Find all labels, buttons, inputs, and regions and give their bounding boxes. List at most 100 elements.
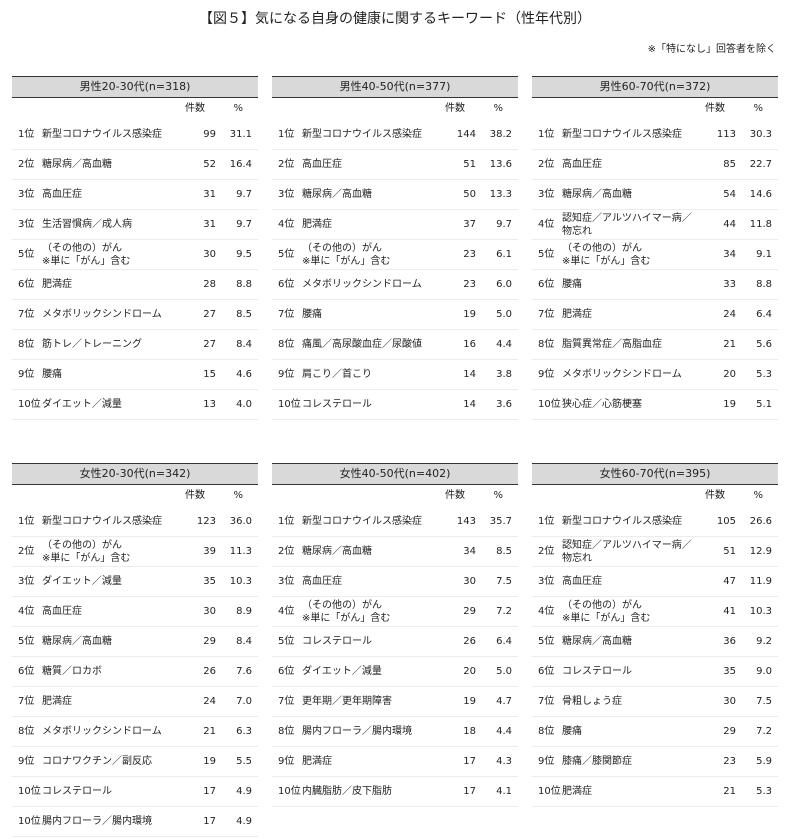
count-cell: 29 bbox=[723, 717, 736, 746]
pct-cell: 9.0 bbox=[756, 657, 772, 686]
table-row: 9位 メタボリックシンドローム 20 5.3 bbox=[532, 360, 778, 390]
table-row: 10位 肥満症 21 5.3 bbox=[532, 777, 778, 807]
name-cell: 糖尿病／高血糖 bbox=[302, 180, 372, 209]
table-row: 1位 新型コロナウイルス感染症 143 35.7 bbox=[272, 507, 518, 537]
keyword: ※単に「がん」含む bbox=[42, 552, 131, 564]
count: 47 bbox=[723, 576, 736, 587]
count: 17 bbox=[203, 786, 216, 797]
keyword: 新型コロナウイルス感染症 bbox=[302, 129, 422, 140]
percent: 8.4 bbox=[236, 636, 252, 647]
pct-cell: 6.3 bbox=[236, 717, 252, 746]
name-cell: 認知症／アルツハイマー病／ 物忘れ bbox=[562, 210, 692, 239]
count-cell: 29 bbox=[203, 627, 216, 656]
keyword: 新型コロナウイルス感染症 bbox=[42, 129, 162, 140]
rank-cell: 5位 bbox=[18, 627, 34, 656]
rank-cell: 7位 bbox=[18, 300, 34, 329]
keyword: （その他の）がん bbox=[562, 242, 642, 254]
percent: 11.9 bbox=[749, 576, 772, 587]
count-cell: 19 bbox=[463, 300, 476, 329]
name-cell: 新型コロナウイルス感染症 bbox=[302, 507, 422, 536]
name-cell: メタボリックシンドローム bbox=[42, 300, 162, 329]
rank-cell: 1位 bbox=[278, 120, 294, 149]
table-row: 2位 高血圧症 85 22.7 bbox=[532, 150, 778, 180]
table-row: 1位 新型コロナウイルス感染症 105 26.6 bbox=[532, 507, 778, 537]
table-header: 女性40-50代(n=402) bbox=[272, 463, 518, 485]
count-cell: 34 bbox=[463, 537, 476, 566]
column-header-row: 件数% bbox=[532, 98, 778, 120]
rank-cell: 5位 bbox=[278, 240, 294, 269]
table-row: 2位 糖尿病／高血糖 34 8.5 bbox=[272, 537, 518, 567]
rank: 2位 bbox=[18, 159, 35, 170]
table-row: 6位 腰痛 33 8.8 bbox=[532, 270, 778, 300]
name-cell: 脂質異常症／高脂血症 bbox=[562, 330, 662, 359]
rank: 5位 bbox=[538, 636, 555, 647]
pct-cell: 4.0 bbox=[236, 390, 252, 419]
rank-cell: 6位 bbox=[278, 270, 294, 299]
rank: 6位 bbox=[18, 279, 35, 290]
count: 26 bbox=[203, 666, 216, 677]
rank-cell: 2位 bbox=[18, 150, 34, 179]
table-row: 8位 腰痛 29 7.2 bbox=[532, 717, 778, 747]
count: 20 bbox=[723, 369, 736, 380]
table-row: 5位 （その他の）がん ※単に「がん」含む 34 9.1 bbox=[532, 240, 778, 270]
rank: 5位 bbox=[18, 249, 35, 260]
table-row: 7位 更年期／更年期障害 19 4.7 bbox=[272, 687, 518, 717]
count-cell: 123 bbox=[197, 507, 216, 536]
count-cell: 143 bbox=[457, 507, 476, 536]
table-row: 4位 （その他の）がん ※単に「がん」含む 41 10.3 bbox=[532, 597, 778, 627]
keyword: ダイエット／減量 bbox=[42, 399, 122, 410]
name-cell: （その他の）がん ※単に「がん」含む bbox=[302, 597, 390, 626]
percent: 4.9 bbox=[236, 816, 252, 827]
table-row: 1位 新型コロナウイルス感染症 113 30.3 bbox=[532, 120, 778, 150]
name-cell: （その他の）がん ※単に「がん」含む bbox=[302, 240, 390, 269]
name-cell: 更年期／更年期障害 bbox=[302, 687, 392, 716]
keyword: 認知症／アルツハイマー病／ bbox=[562, 212, 692, 224]
keyword: 新型コロナウイルス感染症 bbox=[42, 516, 162, 527]
count: 51 bbox=[723, 546, 736, 557]
table-row: 3位 高血圧症 30 7.5 bbox=[272, 567, 518, 597]
keyword: コレステロール bbox=[302, 399, 372, 410]
table-row: 6位 糖質／ロカボ 26 7.6 bbox=[12, 657, 258, 687]
pct-cell: 9.1 bbox=[756, 240, 772, 269]
table-header: 女性60-70代(n=395) bbox=[532, 463, 778, 485]
rank: 7位 bbox=[18, 696, 35, 707]
rank-cell: 1位 bbox=[18, 507, 34, 536]
keyword: 肥満症 bbox=[562, 786, 592, 797]
count: 21 bbox=[723, 786, 736, 797]
percent: 35.7 bbox=[489, 516, 512, 527]
percent: 8.5 bbox=[236, 309, 252, 320]
table: 女性60-70代(n=395) 件数% 1位 新型コロナウイルス感染症 105 26.6 2… bbox=[532, 463, 778, 807]
rank-cell: 8位 bbox=[278, 330, 294, 359]
keyword: 腰痛 bbox=[42, 369, 62, 380]
percent: 3.6 bbox=[496, 399, 512, 410]
rank: 1位 bbox=[538, 129, 555, 140]
pct-cell: 8.8 bbox=[756, 270, 772, 299]
name-cell: 高血圧症 bbox=[42, 597, 82, 626]
name-cell: 新型コロナウイルス感染症 bbox=[42, 507, 162, 536]
count: 113 bbox=[716, 129, 736, 140]
rank: 5位 bbox=[18, 636, 35, 647]
name-cell: 新型コロナウイルス感染症 bbox=[42, 120, 162, 149]
pct-cell: 13.6 bbox=[490, 150, 512, 179]
pct-cell: 5.6 bbox=[756, 330, 772, 359]
percent: 8.8 bbox=[756, 279, 772, 290]
rank-cell: 2位 bbox=[538, 537, 554, 566]
name-cell: 肥満症 bbox=[562, 300, 592, 329]
count: 29 bbox=[463, 606, 476, 617]
keyword: 膝痛／膝関節症 bbox=[562, 756, 632, 767]
rank: 3位 bbox=[18, 219, 35, 230]
keyword: 糖尿病／高血糖 bbox=[302, 546, 372, 557]
keyword: メタボリックシンドローム bbox=[562, 369, 682, 380]
pct-cell: 16.4 bbox=[230, 150, 252, 179]
rank: 8位 bbox=[278, 726, 295, 737]
keyword: 肥満症 bbox=[42, 279, 72, 290]
percent: 7.2 bbox=[496, 606, 512, 617]
rank-cell: 9位 bbox=[278, 360, 294, 389]
rank-cell: 3位 bbox=[538, 180, 554, 209]
column-header: 件数 bbox=[185, 103, 205, 114]
rank-cell: 6位 bbox=[18, 270, 34, 299]
rank-cell: 4位 bbox=[18, 597, 34, 626]
name-cell: （その他の）がん ※単に「がん」含む bbox=[562, 240, 650, 269]
pct-cell: 5.3 bbox=[756, 777, 772, 806]
